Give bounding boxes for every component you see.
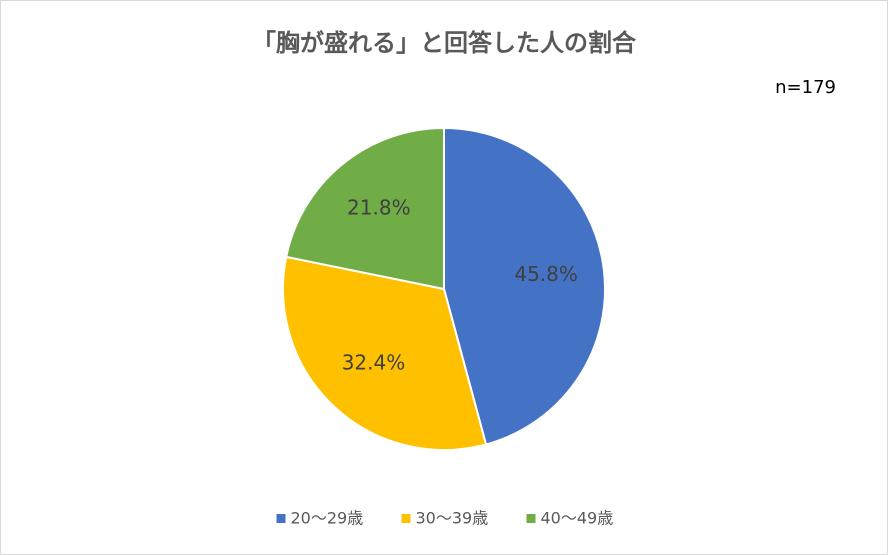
annotation: n=179 [775,77,836,98]
data-label: 45.8% [514,262,578,286]
chart-title: 「胸が盛れる」と回答した人の割合 [252,29,637,57]
legend-swatch [401,514,411,523]
data-label: 32.4% [342,351,406,375]
pie-slice [282,255,488,451]
data-label: 21.8% [347,196,411,220]
legend-label: 40～49歳 [541,509,614,528]
legend-label: 20～29歳 [291,509,364,528]
legend-swatch [526,514,536,523]
pie-slice [285,126,445,291]
legend-label: 30～39歳 [416,509,489,528]
legend-swatch [276,514,286,523]
pie-slice [443,126,606,446]
